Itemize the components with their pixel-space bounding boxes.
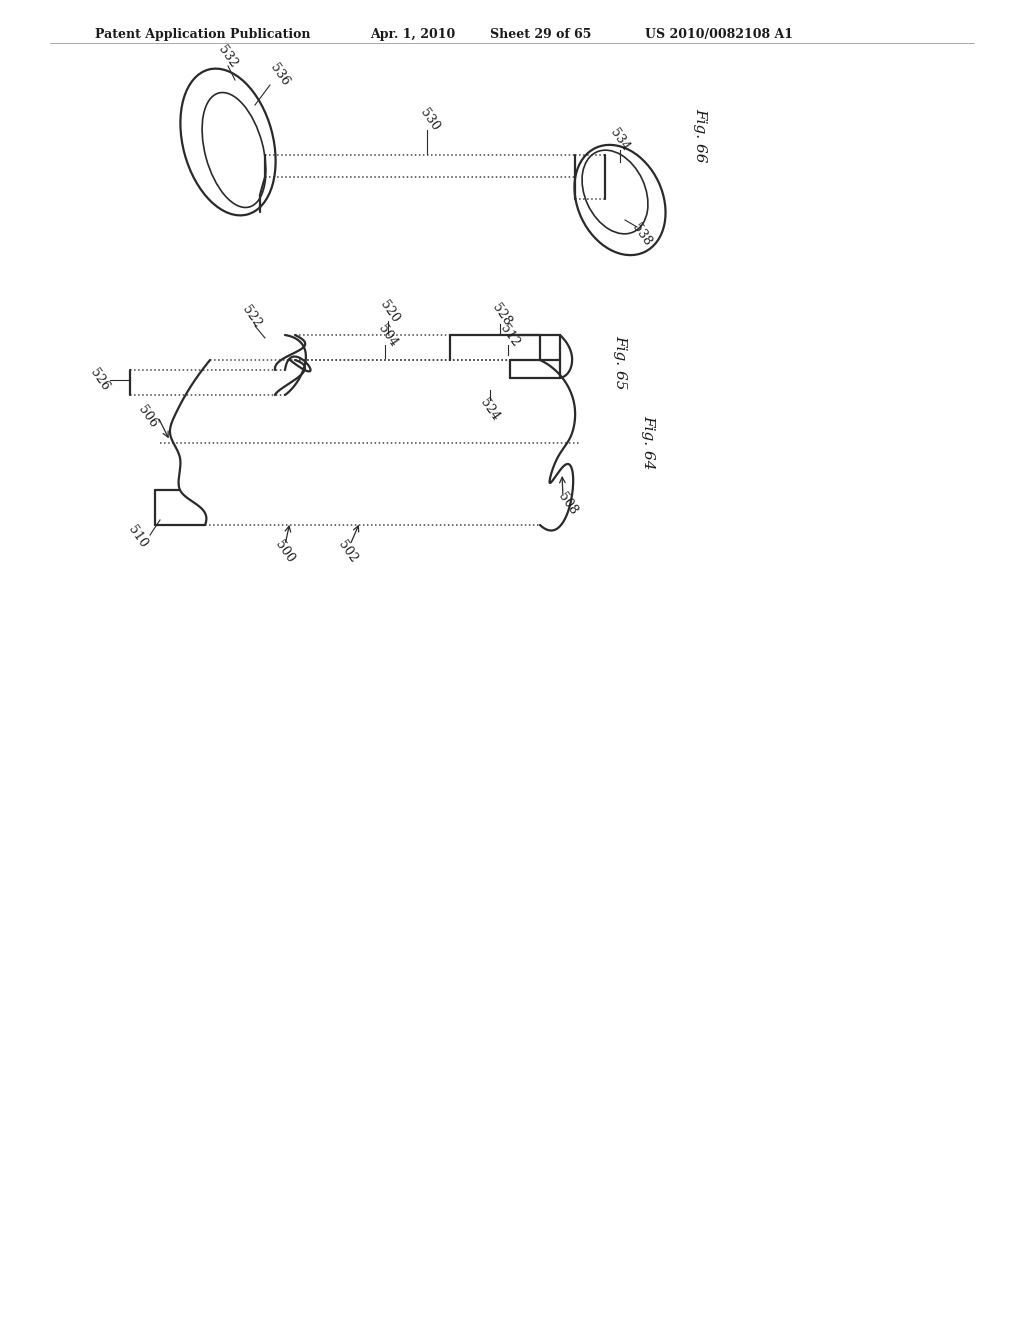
Text: Fig. 64: Fig. 64 (641, 414, 655, 469)
Text: US 2010/0082108 A1: US 2010/0082108 A1 (645, 28, 793, 41)
Text: 510: 510 (126, 524, 151, 550)
Text: 502: 502 (336, 539, 360, 565)
Text: 506: 506 (136, 404, 160, 430)
Text: 526: 526 (88, 367, 113, 393)
Text: Apr. 1, 2010: Apr. 1, 2010 (370, 28, 456, 41)
Text: 512: 512 (498, 322, 522, 350)
Text: Patent Application Publication: Patent Application Publication (95, 28, 310, 41)
Text: 524: 524 (478, 396, 502, 424)
Text: 536: 536 (268, 62, 292, 88)
Text: 520: 520 (378, 298, 402, 326)
Text: 504: 504 (376, 322, 400, 350)
Text: Sheet 29 of 65: Sheet 29 of 65 (490, 28, 592, 41)
Text: 530: 530 (418, 107, 442, 133)
Text: Fig. 66: Fig. 66 (693, 108, 707, 162)
Text: 522: 522 (240, 304, 264, 330)
Text: 500: 500 (272, 539, 297, 565)
Text: 532: 532 (216, 44, 241, 70)
Text: 528: 528 (489, 301, 514, 329)
Text: 508: 508 (556, 491, 581, 517)
Text: Fig. 65: Fig. 65 (613, 335, 627, 389)
Text: 538: 538 (630, 222, 654, 248)
Text: 534: 534 (608, 127, 632, 153)
